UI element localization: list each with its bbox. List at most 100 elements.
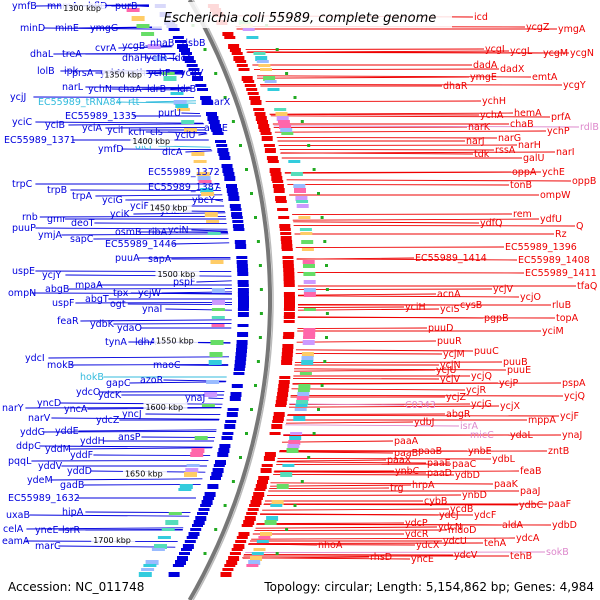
gene-label: yciB <box>45 120 65 131</box>
gene-label: oppA <box>512 167 537 178</box>
gene-label: ymgE <box>470 72 497 83</box>
kbp-mark: 1650 kbp <box>125 470 163 479</box>
forward-gene-block <box>195 84 207 87</box>
reverse-gene-block <box>226 560 238 565</box>
gene-connector <box>291 388 466 391</box>
forward-gene-block <box>168 28 180 31</box>
reverse-gene-block <box>247 92 259 95</box>
gene-connector <box>294 369 436 372</box>
annotation-block <box>184 472 197 477</box>
annotation-block <box>303 288 316 293</box>
gene-label: ompW <box>540 190 571 201</box>
marker-tick <box>254 384 257 387</box>
gene-label: ychP <box>547 126 570 137</box>
gene-label: abgT <box>85 294 109 305</box>
annotation-block <box>253 52 266 55</box>
reverse-gene-block <box>266 156 278 160</box>
annotation-block <box>276 484 289 489</box>
annotation-block <box>143 564 157 567</box>
annotation-block <box>286 448 299 453</box>
gene-label: yncA <box>64 404 88 415</box>
marker-tick <box>325 288 329 291</box>
gene-label: paaE <box>427 458 451 469</box>
gene-label: feaB <box>520 466 542 477</box>
gene-label: treA <box>62 49 82 60</box>
annotation-block <box>303 292 316 297</box>
forward-gene-block <box>193 520 205 525</box>
forward-gene-block <box>230 392 242 397</box>
gene-label: sapC <box>70 234 94 245</box>
reverse-gene-block <box>281 360 293 365</box>
annotation-block <box>301 360 314 365</box>
annotation-block <box>288 160 301 163</box>
reverse-gene-block <box>284 300 295 305</box>
gene-label: rnb <box>22 212 38 223</box>
forward-gene-block <box>237 292 249 297</box>
gene-connector <box>130 292 232 295</box>
annotation-block <box>212 300 225 305</box>
annotation-block <box>301 248 314 251</box>
gene-label: ynaI <box>142 304 162 315</box>
gene-label: puuP <box>12 223 36 234</box>
forward-gene-block <box>192 524 203 527</box>
kbp-mark: 1400 kbp <box>132 137 170 146</box>
gene-label: rssA <box>495 145 516 156</box>
gene-label: paaC <box>452 459 477 470</box>
forward-gene-block <box>237 324 249 327</box>
gene-label: tfaQ <box>577 281 597 292</box>
reverse-gene-block <box>280 232 292 235</box>
gene-label: yciN <box>168 225 189 236</box>
gene-label: kch <box>128 127 145 138</box>
reverse-gene-block <box>276 396 288 401</box>
forward-gene-block <box>208 120 220 124</box>
gene-label: dadX <box>500 64 525 75</box>
marker-tick <box>203 552 207 555</box>
gene-label: ycgZ <box>526 22 550 33</box>
annotation-block <box>301 240 314 244</box>
annotation-block <box>191 152 205 156</box>
reverse-gene-block <box>222 32 234 36</box>
forward-gene-block <box>177 556 188 561</box>
forward-gene-block <box>222 432 234 435</box>
gene-connector <box>295 352 443 355</box>
gene-connector <box>173 242 230 245</box>
forward-gene-block <box>181 52 192 55</box>
forward-gene-block <box>237 308 249 311</box>
gene-label: abgR <box>446 409 471 420</box>
gene-connector <box>297 306 405 309</box>
forward-gene-block <box>222 168 234 173</box>
gene-label: puuD <box>428 323 453 334</box>
gene-connector <box>29 514 190 517</box>
annotation-block <box>193 160 207 163</box>
annotation-block <box>126 8 140 12</box>
annotation-block <box>260 68 272 71</box>
annotation-block <box>194 436 208 440</box>
marker-tick <box>254 216 257 219</box>
gene-label: uxaB <box>6 510 30 521</box>
kbp-mark-backdrop <box>102 69 147 80</box>
reverse-gene-block <box>233 544 245 549</box>
forward-gene-block <box>201 500 213 505</box>
gene-connector <box>285 424 460 427</box>
gene-label: narK <box>468 122 491 133</box>
reverse-gene-block <box>283 268 295 272</box>
annotation-block <box>165 520 179 525</box>
gene-label: yciI <box>107 125 123 136</box>
forward-gene-block <box>235 356 247 361</box>
annotation-block <box>161 528 175 531</box>
forward-gene-block <box>226 412 238 417</box>
gene-label: ldhA <box>135 337 157 348</box>
gene-label: C0343 <box>405 400 436 411</box>
gene-label: yciF <box>130 201 149 212</box>
gene-connector <box>35 121 204 124</box>
gene-connector <box>277 459 387 462</box>
gene-label: EC55989_1408 <box>518 255 590 266</box>
gene-label: yncD <box>37 398 61 409</box>
forward-gene-block <box>172 36 184 39</box>
gene-label: maoC <box>153 360 181 371</box>
gene-connector <box>270 482 494 485</box>
reverse-gene-block <box>258 476 270 480</box>
forward-gene-block <box>221 164 233 168</box>
annotation-block <box>279 124 292 129</box>
